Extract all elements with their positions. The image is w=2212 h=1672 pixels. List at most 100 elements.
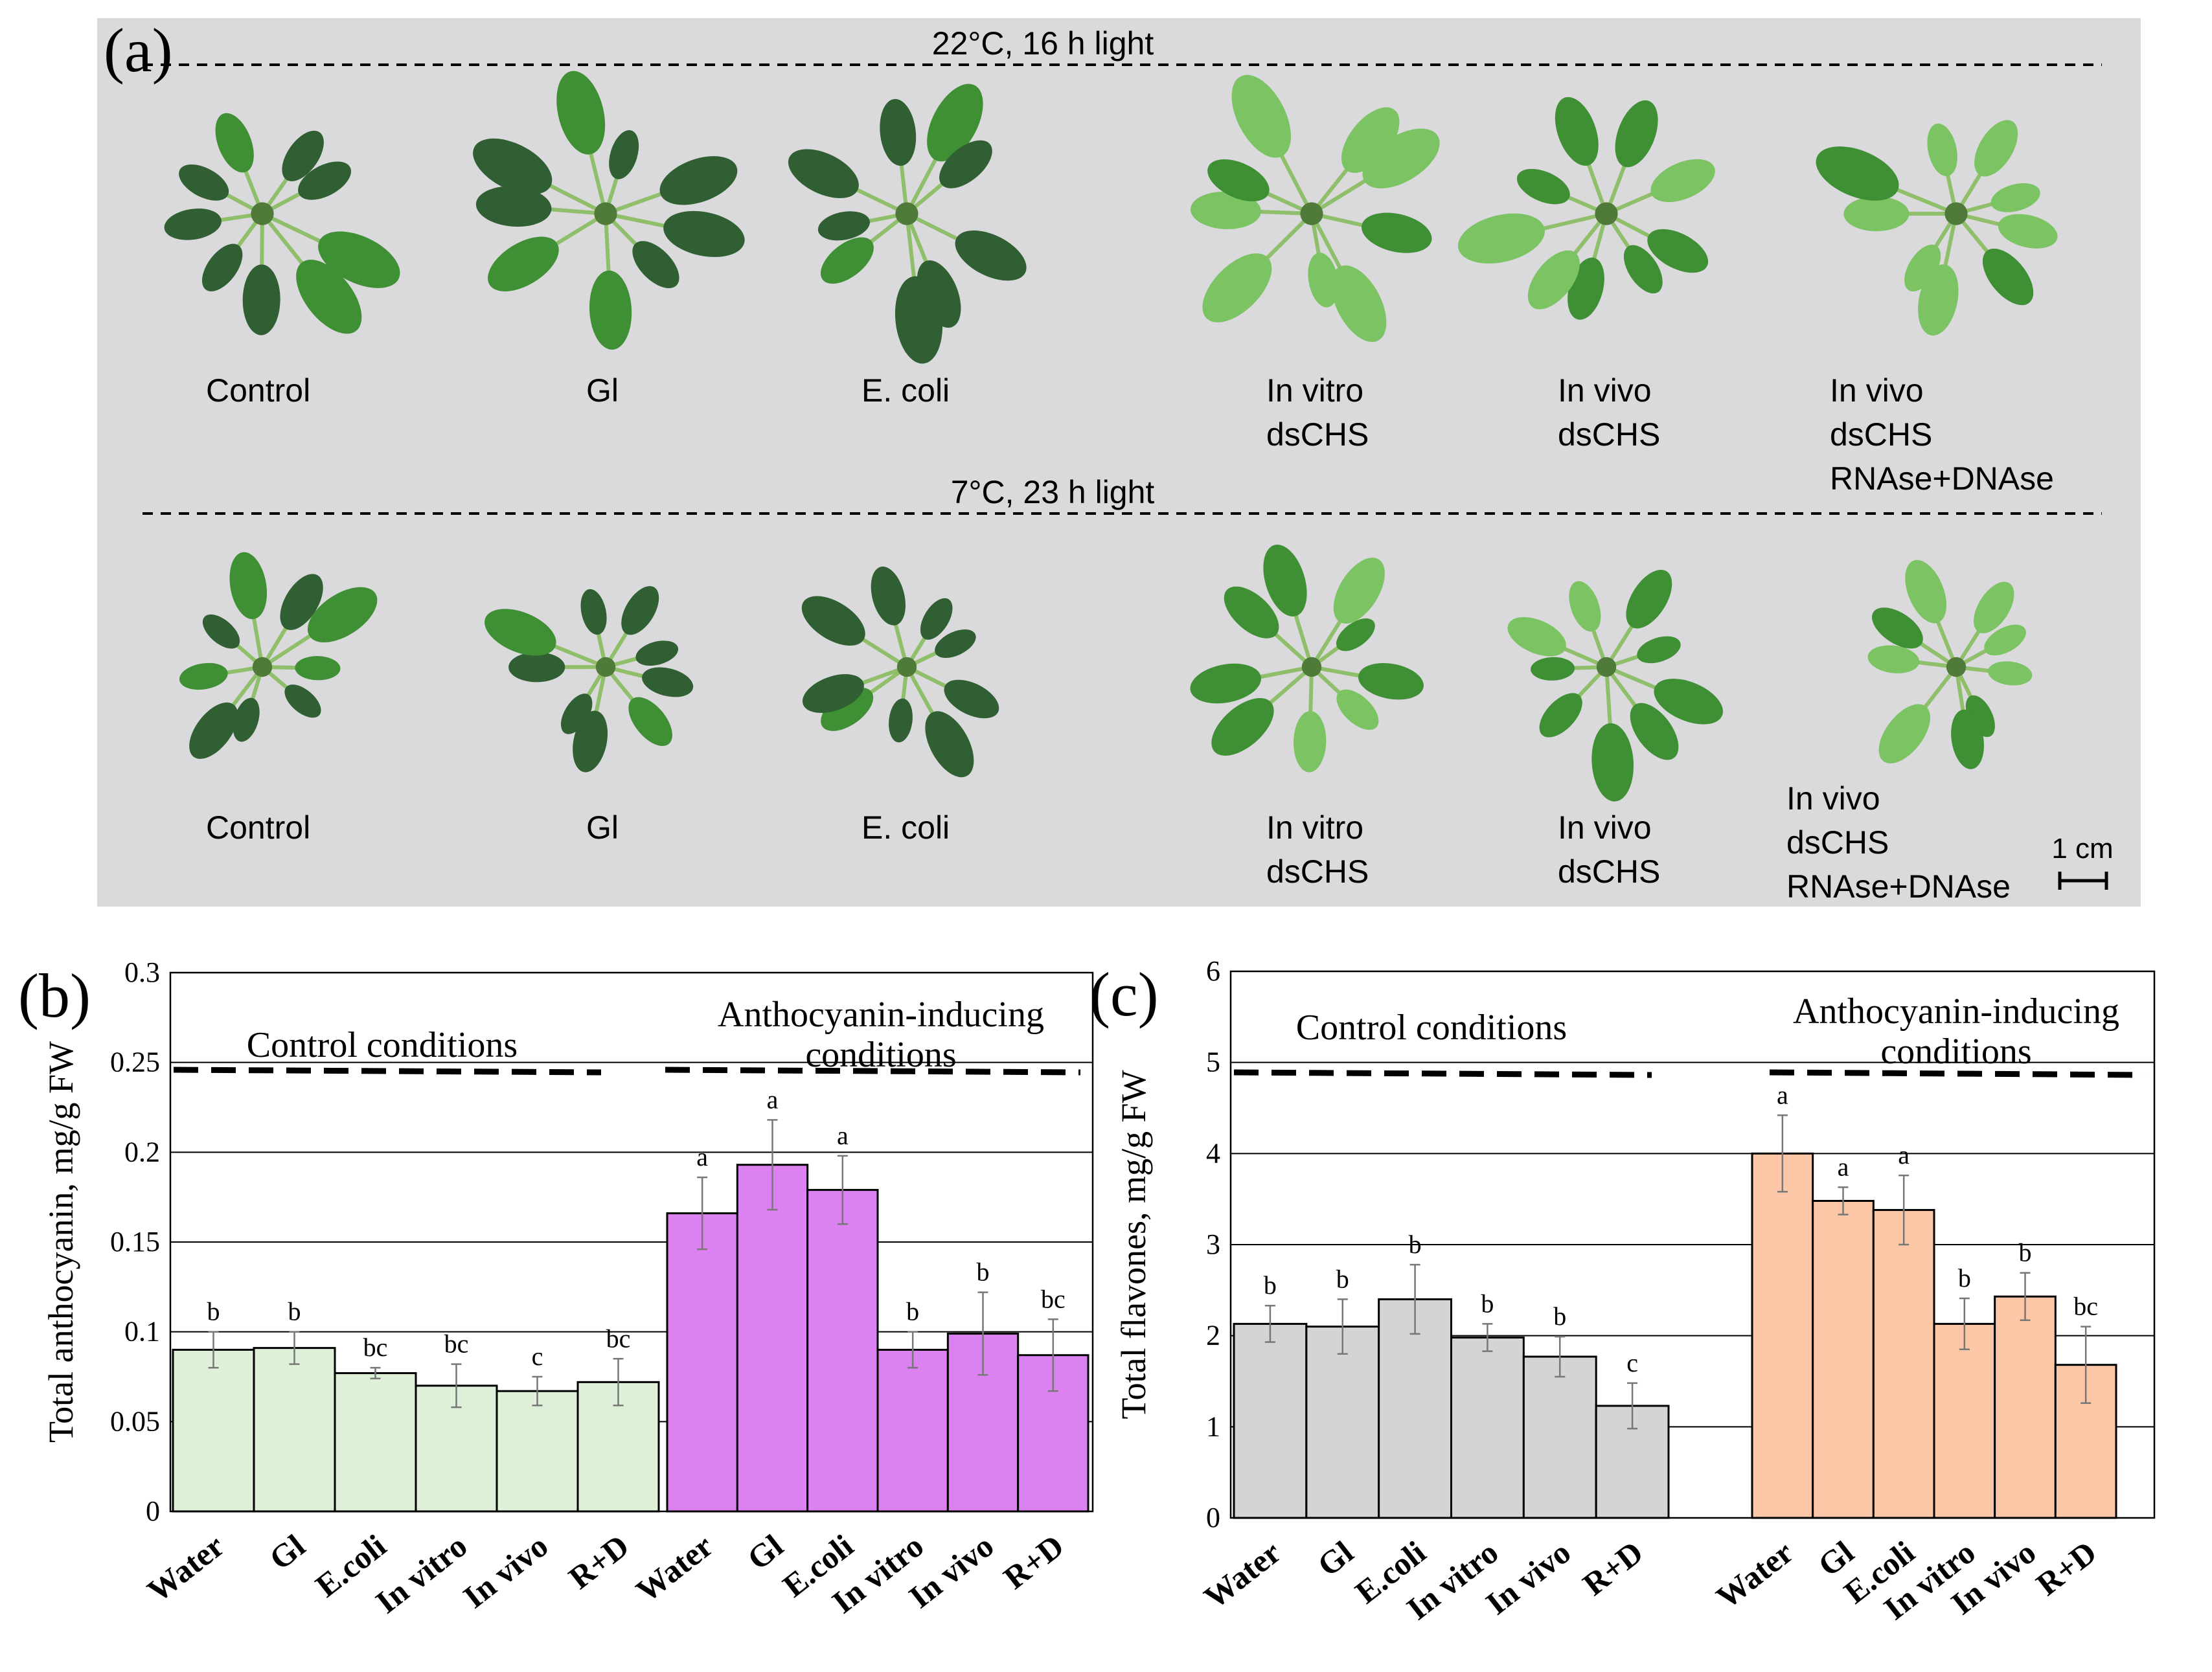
rosette-center <box>595 657 616 677</box>
leaf <box>871 566 906 626</box>
category-label: Water <box>629 1528 720 1609</box>
leaf <box>1927 123 1957 177</box>
category-label: R+D <box>2029 1534 2103 1603</box>
plant-rosette <box>788 84 1027 364</box>
y-tick-label: 0.3 <box>124 956 160 988</box>
leaf <box>1539 693 1582 738</box>
y-tick-label: 5 <box>1206 1046 1220 1078</box>
leaf <box>1341 107 1400 173</box>
leaf <box>1333 558 1385 624</box>
significance-letter: b <box>1336 1264 1349 1293</box>
leaf-stem <box>905 213 917 289</box>
leaf <box>1998 214 2058 249</box>
category-label: Gl <box>262 1527 312 1577</box>
bar <box>1378 1298 1453 1519</box>
significance-letter: b <box>1481 1289 1494 1318</box>
leaf <box>1816 146 1899 201</box>
reference-dash <box>173 1067 602 1076</box>
leaf-stem <box>1918 666 1958 716</box>
plant-rosette <box>801 566 999 778</box>
leaf-stem <box>905 666 939 723</box>
leaf <box>1507 616 1566 657</box>
photo-label-top: Control <box>206 372 310 409</box>
rosette-center <box>251 202 274 225</box>
leaf-stem <box>1532 212 1607 233</box>
photo-label-bottom: Control <box>206 809 310 846</box>
photo-label-top: In vitro dsCHS <box>1266 372 1369 453</box>
leaf <box>1263 545 1307 617</box>
leaf <box>1982 248 2034 306</box>
leaf <box>1626 569 1672 629</box>
significance-letter: a <box>696 1142 708 1171</box>
leaf <box>632 241 679 289</box>
bar <box>1233 1322 1308 1519</box>
bar <box>1305 1326 1380 1519</box>
leaf-stem <box>1261 665 1313 711</box>
significance-letter: bc <box>606 1324 631 1353</box>
photo-label-bottom: In vitro dsCHS <box>1266 809 1369 890</box>
bar <box>172 1348 255 1513</box>
panel-c-chart: 0 1 2 3 4 5 6 (c) Total flavones, mg/g FW b Water b… <box>1089 955 2156 1627</box>
photo-label-bottom: In vivo dsCHS RNAse+DNAse <box>1786 780 2011 905</box>
leaf <box>1294 710 1327 773</box>
leaf <box>1984 624 2026 656</box>
leaf <box>802 674 864 713</box>
plant-rosette <box>1507 569 1723 802</box>
leaf-stem <box>1291 605 1314 668</box>
leaf <box>296 260 362 334</box>
leaf <box>821 687 874 731</box>
leaf <box>1905 559 1946 624</box>
bar <box>1872 1209 1935 1519</box>
rosette-center <box>252 657 273 677</box>
leaf <box>1358 662 1424 700</box>
leaf <box>1974 120 2018 177</box>
significance-letter: b <box>1958 1263 1971 1293</box>
leaf-stem <box>1886 183 1957 216</box>
leaf <box>1615 100 1658 168</box>
significance-letter: b <box>906 1297 919 1326</box>
leaf <box>927 84 983 162</box>
leaf <box>659 156 738 205</box>
leaf <box>202 614 240 649</box>
significance-letter: a <box>837 1121 849 1150</box>
y-tick-label: 2 <box>1206 1320 1220 1351</box>
leaf <box>1331 265 1387 343</box>
leaf-stem <box>1250 665 1312 681</box>
category-label: Water <box>141 1528 231 1609</box>
significance-letter: bc <box>363 1333 388 1362</box>
leaf <box>1336 618 1375 651</box>
leaf <box>1336 689 1379 730</box>
leaf <box>1207 159 1270 201</box>
leaf <box>189 702 238 759</box>
category-label: Gl <box>740 1527 790 1577</box>
leaf-stem <box>261 212 332 248</box>
leaf <box>242 264 280 335</box>
bar <box>876 1348 949 1513</box>
y-tick-label: 0.2 <box>124 1136 160 1168</box>
leaf <box>1362 212 1432 253</box>
leaf <box>1362 128 1440 188</box>
rosette-center <box>594 202 617 225</box>
category-label: In vivo <box>1479 1534 1577 1622</box>
leaf <box>1202 253 1272 322</box>
panel-letter: (c) <box>1089 960 1159 1029</box>
significance-letter: b <box>1553 1302 1566 1331</box>
leaf-stem <box>261 628 320 669</box>
significance-letter: bc <box>1041 1284 1066 1313</box>
leaf <box>485 609 556 656</box>
leaf <box>1231 74 1291 158</box>
leaf <box>1224 586 1279 638</box>
leaf <box>233 697 260 742</box>
leaf <box>925 711 974 778</box>
leaf <box>556 71 606 155</box>
significance-letter: c <box>1626 1348 1638 1377</box>
significance-letter: b <box>288 1297 301 1326</box>
significance-letter: a <box>1898 1140 1910 1169</box>
leaf-stem <box>260 212 311 274</box>
leaf <box>788 149 859 198</box>
y-tick-label: 0 <box>146 1495 160 1527</box>
leaf <box>821 237 874 284</box>
bar <box>496 1390 579 1513</box>
bar <box>253 1347 336 1513</box>
y-tick-label: 0.25 <box>110 1046 160 1078</box>
